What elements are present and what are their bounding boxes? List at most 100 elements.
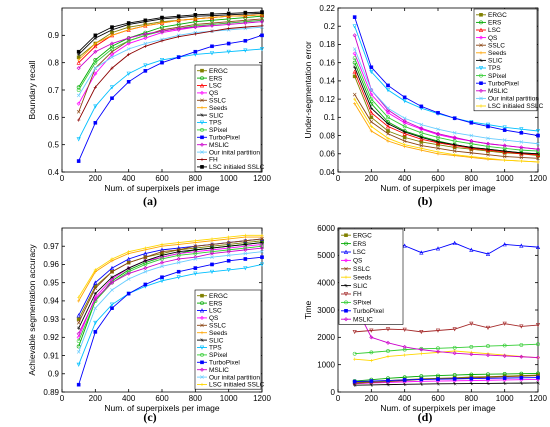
data-point [127, 28, 131, 32]
data-point [109, 302, 115, 307]
data-point [519, 343, 524, 347]
x-tick-label: 0 [60, 394, 65, 403]
data-point [76, 88, 81, 92]
data-point [435, 246, 441, 251]
data-point [126, 277, 131, 281]
data-point [193, 248, 198, 252]
data-point [77, 295, 81, 299]
chart-panel-a: 0 200 400 600 800 1000 1200 0.4 0.5 0.6 0.7 0.8 0.9 N… [27, 7, 271, 208]
legend-label: LSC initialed SSLC [488, 103, 544, 110]
data-point [536, 371, 540, 376]
data-point [402, 95, 407, 100]
data-point [452, 377, 457, 381]
data-point [419, 382, 424, 386]
legend-label: SLIC [209, 337, 224, 344]
data-point [469, 376, 474, 381]
data-point [402, 116, 407, 121]
data-point [193, 257, 198, 261]
data-point [503, 158, 507, 162]
legend-entry: Our inital partition [197, 374, 260, 381]
data-point [369, 350, 374, 355]
data-point [469, 154, 473, 159]
data-point [260, 244, 264, 249]
data-point [536, 381, 540, 385]
legend-entry: SSLC [197, 323, 226, 330]
y-tick-label: 0.1 [324, 113, 336, 122]
data-point [353, 102, 357, 106]
data-point [93, 71, 98, 76]
series-line [78, 234, 262, 298]
legend-entry: LSC [197, 83, 222, 90]
data-point [469, 120, 474, 125]
legend-label: QS [488, 35, 498, 42]
data-point [143, 251, 148, 256]
data-point [110, 25, 114, 29]
data-point [226, 240, 231, 245]
data-point [143, 36, 148, 41]
data-point [452, 142, 457, 147]
data-point [369, 97, 374, 102]
y-tick-label: 0.91 [43, 351, 59, 360]
data-point [76, 159, 81, 163]
data-point [126, 21, 131, 25]
series-line [78, 247, 263, 334]
legend-marker [200, 135, 204, 140]
y-tick-label: 0.5 [48, 140, 60, 149]
data-point [419, 104, 424, 109]
data-point [485, 141, 491, 146]
legend-label: MSLIC [488, 88, 508, 95]
data-point [452, 131, 457, 135]
data-point [209, 269, 215, 275]
data-point [535, 355, 541, 360]
series-turbopixel [352, 15, 540, 138]
legend-marker [344, 300, 348, 305]
y-tick-label: 0.04 [319, 168, 335, 177]
data-point [352, 379, 357, 384]
data-point [452, 240, 457, 245]
x-tick-label: 400 [398, 394, 412, 403]
data-point [110, 49, 114, 54]
legend-marker [200, 98, 204, 103]
y-tick-label: 0.12 [319, 95, 335, 104]
data-point [386, 115, 390, 120]
legend-marker [200, 375, 204, 379]
x-tick-label: 0 [336, 394, 341, 403]
data-point [243, 251, 248, 256]
data-point [469, 141, 474, 146]
series-mslic [352, 33, 541, 152]
data-point [386, 83, 390, 88]
y-tick-label: 0.95 [43, 278, 59, 287]
series-line [78, 26, 263, 96]
data-point [469, 151, 474, 155]
legend-entry: QS [197, 315, 219, 322]
data-point [159, 278, 165, 284]
series-line [78, 25, 263, 121]
data-point [536, 149, 540, 153]
data-point [126, 271, 131, 276]
legend-label: TurboPixel [353, 308, 384, 315]
data-point [243, 238, 248, 243]
data-point [210, 242, 214, 247]
data-point [502, 242, 507, 247]
y-tick-label: 0.22 [319, 4, 335, 13]
data-point [436, 135, 440, 140]
series-line [78, 18, 263, 113]
data-point [193, 25, 198, 30]
legend-marker [199, 120, 205, 125]
legend-marker [343, 292, 349, 297]
legend-entry: SPixel [197, 352, 228, 359]
series-line [354, 57, 539, 152]
data-point [519, 324, 524, 329]
legend-entry: LSC initialed SSLC [197, 164, 265, 171]
data-point [260, 33, 264, 38]
data-point [176, 55, 181, 59]
x-tick-label: 200 [89, 394, 103, 403]
data-point [126, 291, 131, 296]
data-point [160, 15, 164, 20]
legend-entry: TurboPixel [341, 308, 384, 315]
data-point [126, 71, 131, 76]
legend-entry: QS [476, 35, 498, 42]
data-point [419, 126, 424, 131]
data-point [386, 354, 390, 359]
legend-label: Seeds [488, 50, 507, 57]
